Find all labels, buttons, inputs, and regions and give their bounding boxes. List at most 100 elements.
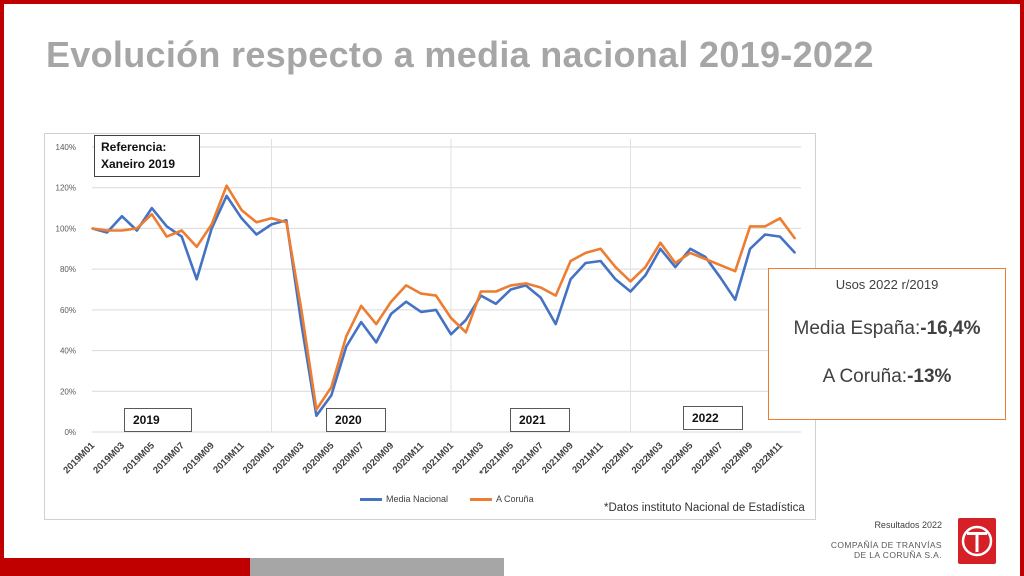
data-point (285, 221, 288, 224)
reference-line1: Referencia: (101, 140, 167, 154)
footer-gray-bar (250, 558, 504, 576)
data-point (480, 290, 482, 293)
data-point (764, 233, 766, 236)
data-point (465, 331, 467, 334)
reference-box: Referencia: Xaneiro 2019 (94, 135, 200, 177)
company-logo (958, 518, 996, 564)
data-point (210, 227, 213, 230)
data-point (614, 266, 617, 268)
data-point (614, 278, 617, 281)
data-point (450, 333, 452, 336)
data-point (554, 323, 557, 325)
right-red-border (1020, 0, 1024, 576)
x-tick-label: 2020M09 (360, 440, 396, 476)
line-chart: 0% 20% 40% 60% 80% 100% 120% 140% 2019M012019M03… (56, 139, 801, 479)
data-point (704, 256, 707, 258)
data-point (195, 245, 198, 248)
data-point (749, 225, 751, 228)
x-tick-label: 2020M01 (241, 440, 277, 476)
data-point (569, 260, 572, 262)
data-point (106, 231, 108, 234)
data-point (300, 323, 303, 325)
data-point (599, 260, 602, 262)
footer-company-line2: DE LA CORUÑA S.A. (853, 550, 942, 560)
data-point (240, 209, 243, 211)
chart-container: 0% 20% 40% 60% 80% 100% 120% 140% 2019M01 2019M03… (44, 133, 816, 520)
data-point (390, 300, 392, 303)
data-point (255, 221, 258, 224)
data-point (495, 302, 497, 305)
data-point (524, 282, 527, 285)
x-tick-label: 2021M07 (510, 440, 546, 476)
data-point (584, 262, 587, 264)
data-point (375, 341, 377, 344)
data-point (435, 309, 437, 311)
data-point (510, 288, 512, 291)
data-point (554, 294, 557, 297)
x-tick-label: 2020M05 (301, 440, 337, 476)
data-point (405, 284, 407, 287)
x-tick-label: 2022M01 (600, 440, 636, 476)
data-point (450, 317, 452, 319)
data-point (106, 229, 108, 232)
data-point (659, 247, 662, 250)
y-tick-label: 40% (60, 347, 76, 356)
x-tick-label: 2020M07 (331, 440, 367, 476)
footer-results: Resultados 2022 (874, 520, 942, 530)
data-point (136, 227, 138, 230)
y-tick-label: 20% (60, 387, 76, 396)
y-tick-label: 80% (60, 265, 76, 274)
data-point (315, 414, 318, 417)
data-point (151, 207, 153, 209)
data-point (719, 264, 722, 266)
data-point (734, 270, 736, 272)
legend-item-media-nacional: Media Nacional (360, 494, 448, 504)
data-point (255, 233, 258, 236)
top-red-border (0, 0, 1024, 4)
data-point (465, 319, 467, 321)
data-point (524, 284, 527, 287)
footer-company-line1: COMPAÑÍA DE TRANVÍAS (830, 540, 942, 550)
slide-title: Evolución respecto a media nacional 2019… (46, 34, 874, 75)
data-point (210, 223, 213, 226)
year-label-2022: 2022 (683, 406, 743, 430)
data-point (689, 247, 692, 250)
data-point (121, 229, 123, 232)
data-point (569, 278, 572, 281)
data-point (495, 290, 497, 293)
series-line-a-coruna (91, 184, 797, 411)
data-point (674, 266, 677, 268)
data-point (360, 321, 363, 323)
data-point (435, 294, 437, 297)
x-tick-label: 2022M11 (750, 440, 786, 476)
y-tick-label: 120% (56, 184, 76, 193)
year-label-2020: 2020 (326, 408, 386, 432)
x-tick-label: 2019M05 (121, 440, 157, 476)
data-point (719, 276, 722, 279)
data-point (629, 290, 632, 293)
data-point (121, 215, 123, 218)
data-point (794, 252, 796, 254)
data-point (315, 408, 318, 411)
legend-item-a-coruna: A Coruña (470, 494, 534, 504)
year-label-2019: 2019 (124, 408, 192, 432)
data-point (599, 247, 602, 250)
data-point (510, 284, 512, 287)
data-point (420, 292, 422, 295)
data-point (779, 217, 781, 220)
x-tick-label: 2021M09 (540, 440, 576, 476)
left-red-border (0, 0, 4, 576)
data-point (734, 298, 736, 301)
data-point (330, 394, 333, 397)
data-point (629, 280, 632, 283)
x-tick-label: 2022M03 (630, 440, 666, 476)
legend-swatch-blue (360, 497, 382, 501)
data-point (689, 252, 692, 254)
footer-red-bar (0, 558, 250, 576)
summary-coruna: A Coruña:-13% (769, 366, 1005, 388)
data-point (345, 345, 348, 348)
x-tick-label: 2019M09 (181, 440, 217, 476)
y-tick-label: 140% (56, 143, 76, 152)
summary-spain-label: Media España: (793, 318, 921, 339)
data-point (539, 286, 542, 289)
